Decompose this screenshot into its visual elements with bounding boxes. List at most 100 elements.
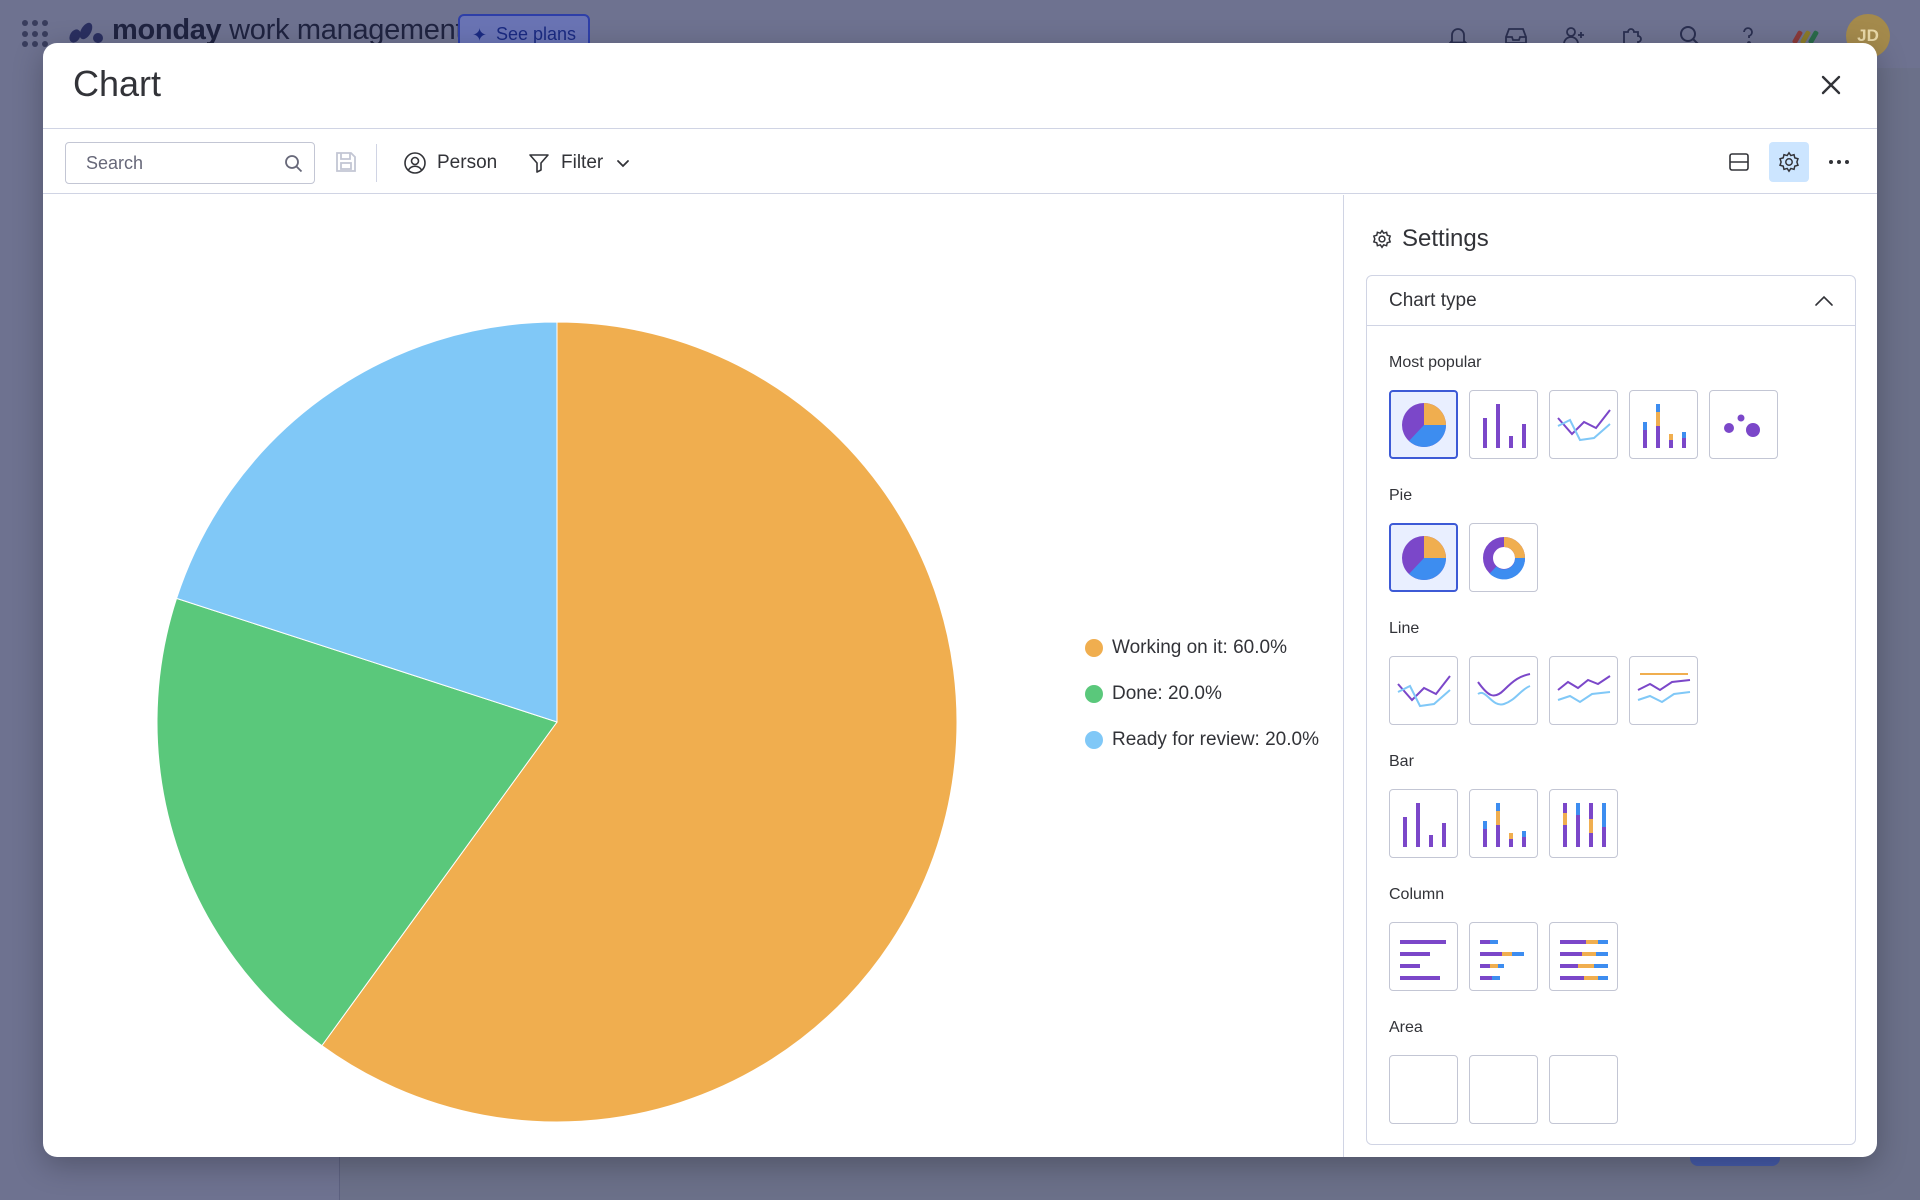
modal-header: Chart (43, 43, 1877, 129)
chart-type-options-row (1389, 922, 1855, 991)
stacked-bar-chart-icon (1482, 802, 1526, 847)
chart-type-option-line-with-goal[interactable] (1629, 656, 1698, 725)
settings-panel: Settings Chart type Most popular Pie Line B… (1343, 195, 1877, 1157)
person-filter-button[interactable]: Person (395, 142, 505, 184)
stacked-bar-chart-icon (1642, 403, 1686, 448)
chart-area: Working on it: 60.0% Done: 20.0% Ready for… (43, 195, 1343, 1157)
chart-type-options-row (1389, 523, 1855, 592)
monday-logo-icon (69, 22, 103, 43)
chart-type-card: Chart type Most popular Pie Line Bar Column A… (1366, 275, 1856, 1145)
brand-name: monday work management (112, 14, 464, 46)
chart-type-option-line-variant[interactable] (1549, 656, 1618, 725)
search-icon (285, 155, 303, 173)
sparkle-icon: ✦ (472, 25, 488, 45)
pie-chart (156, 321, 958, 1123)
chart-type-option-smooth-line[interactable] (1469, 656, 1538, 725)
close-button[interactable] (1813, 67, 1849, 103)
bubble-chart-icon (1723, 414, 1760, 437)
chart-type-option-bar[interactable] (1389, 789, 1458, 858)
chart-type-section-label: Bar (1389, 753, 1414, 770)
legend-item[interactable]: Ready for review: 20.0% (1085, 717, 1319, 763)
product-switcher-icon[interactable] (1788, 18, 1824, 54)
chart-type-option-stacked-area[interactable] (1469, 1055, 1538, 1124)
chart-type-option-line[interactable] (1549, 390, 1618, 459)
line-variant-chart-icon (1556, 674, 1611, 703)
chevron-down-icon[interactable] (613, 153, 633, 173)
chart-type-option-area[interactable] (1389, 1055, 1458, 1124)
stacked-bar-100-chart-icon (1562, 802, 1606, 847)
modal-title: Chart (73, 63, 162, 104)
close-icon (1821, 75, 1841, 95)
gear-icon (1779, 151, 1799, 173)
chart-type-option-stacked-area-100[interactable] (1549, 1055, 1618, 1124)
chart-type-section-label: Pie (1389, 487, 1413, 504)
chart-type-label: Chart type (1389, 289, 1477, 311)
legend-color-dot (1085, 685, 1103, 703)
legend-color-dot (1085, 639, 1103, 657)
integrations-puzzle-icon[interactable] (1614, 18, 1650, 54)
save-view-icon[interactable] (333, 149, 359, 175)
apps-grid-icon[interactable] (22, 20, 50, 48)
toolbar-divider (376, 144, 377, 182)
line-chart-icon (1556, 408, 1611, 441)
chart-type-options-row (1389, 656, 1855, 725)
legend-color-dot (1085, 731, 1103, 749)
chart-modal: Chart Person Filter (43, 43, 1877, 1157)
settings-toggle-button[interactable] (1769, 142, 1809, 182)
more-options-button[interactable] (1819, 142, 1859, 182)
chart-type-options-row (1389, 1055, 1855, 1124)
gear-icon (1372, 229, 1392, 249)
chart-type-section-label: Column (1389, 886, 1445, 903)
see-plans-label: See plans (496, 23, 577, 44)
chart-type-option-stacked-bar-100[interactable] (1549, 789, 1618, 858)
chart-type-option-column[interactable] (1389, 922, 1458, 991)
chart-type-collapse-header[interactable]: Chart type (1367, 276, 1855, 326)
split-layout-icon (1729, 153, 1749, 171)
chart-type-options: Most popular Pie Line Bar Column Area (1367, 354, 1855, 1124)
chart-type-section-label: Most popular (1389, 354, 1482, 371)
person-icon (404, 152, 426, 174)
legend-item[interactable]: Working on it: 60.0% (1085, 625, 1319, 671)
legend-label: Done: 20.0% (1112, 683, 1222, 704)
chevron-up-icon (1815, 295, 1833, 306)
chart-type-section-label: Area (1389, 1019, 1423, 1036)
invite-members-icon[interactable] (1556, 18, 1592, 54)
toolbar: Person Filter (43, 130, 1877, 194)
chart-type-option-line[interactable] (1389, 656, 1458, 725)
filter-icon (529, 154, 549, 173)
search-input[interactable] (86, 152, 266, 174)
chart-type-option-bar[interactable] (1469, 390, 1538, 459)
chart-type-option-pie[interactable] (1389, 390, 1458, 459)
pie-slice-done[interactable] (156, 597, 558, 1047)
pie-slice-working-on-it[interactable] (321, 321, 958, 1123)
more-horizontal-icon (1829, 160, 1849, 164)
chart-type-section-label: Line (1389, 620, 1420, 637)
pie-chart-icon (1401, 535, 1446, 580)
chart-type-options-row (1389, 789, 1855, 858)
chart-legend: Working on it: 60.0% Done: 20.0% Ready for… (1085, 625, 1319, 763)
legend-label: Working on it: 60.0% (1112, 637, 1287, 658)
bar-chart-icon (1482, 403, 1526, 448)
filter-label: Filter (561, 152, 604, 173)
chart-type-option-stacked-column-100[interactable] (1549, 922, 1618, 991)
column-chart-icon (1399, 939, 1446, 980)
filter-button[interactable]: Filter (519, 142, 641, 184)
chart-type-option-donut[interactable] (1469, 523, 1538, 592)
settings-header: Settings (1372, 225, 1489, 253)
pie-slice-ready-for-review[interactable] (175, 321, 558, 723)
chart-type-option-stacked-column[interactable] (1469, 922, 1538, 991)
stacked-column-100-chart-icon (1559, 939, 1608, 980)
stacked-column-chart-icon (1479, 939, 1524, 980)
layout-toggle-button[interactable] (1719, 142, 1759, 182)
donut-chart-icon (1482, 536, 1525, 579)
chart-type-options-row (1389, 390, 1855, 459)
chart-type-option-stacked-bar[interactable] (1629, 390, 1698, 459)
settings-title: Settings (1402, 225, 1489, 252)
legend-label: Ready for review: 20.0% (1112, 729, 1319, 750)
chart-type-option-stacked-bar[interactable] (1469, 789, 1538, 858)
legend-item[interactable]: Done: 20.0% (1085, 671, 1319, 717)
search-field[interactable] (65, 142, 315, 184)
chart-type-option-pie[interactable] (1389, 523, 1458, 592)
bar-chart-icon (1402, 802, 1446, 847)
chart-type-option-bubble[interactable] (1709, 390, 1778, 459)
